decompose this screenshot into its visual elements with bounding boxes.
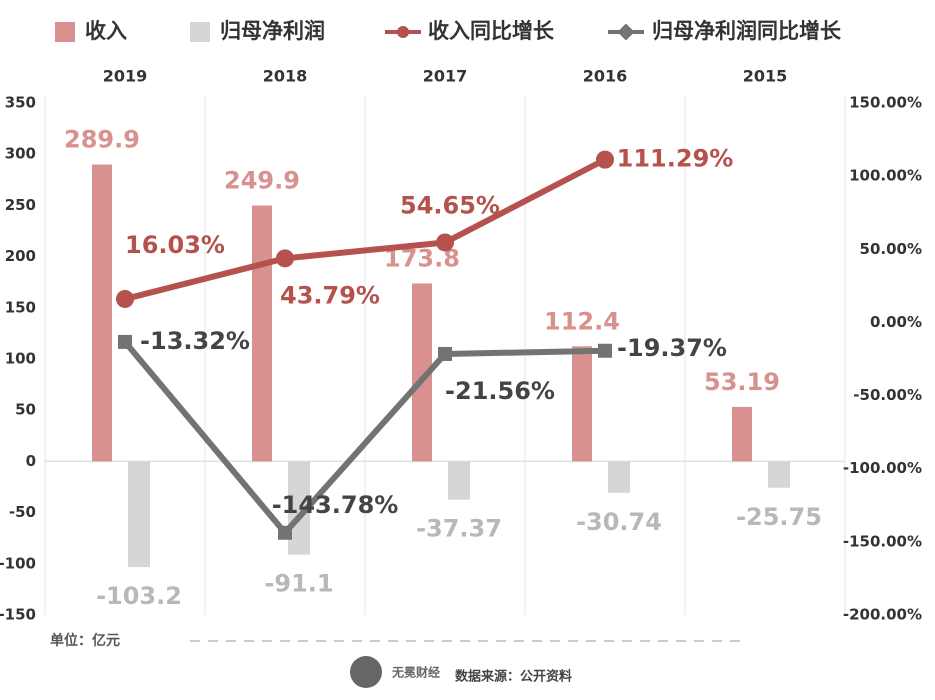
legend-label: 收入同比增长 [428, 19, 555, 43]
line-value-label: -143.78% [272, 491, 399, 519]
point [598, 343, 612, 358]
legend-swatch [55, 22, 75, 42]
line [122, 339, 606, 536]
x-tick-label: 2016 [583, 67, 628, 86]
y-tick-label: 350 [5, 94, 36, 112]
point [436, 233, 454, 252]
y-tick-label: 100 [5, 350, 36, 368]
line-value-label: -19.37% [617, 334, 727, 362]
line-value-label: 16.03% [125, 231, 225, 259]
point [118, 334, 132, 349]
bar-value-label: 249.9 [224, 167, 300, 195]
logo-text: 无冕财经 [391, 665, 440, 680]
bar [572, 346, 592, 462]
bar-value-label: -37.37 [416, 515, 502, 543]
x-tick-label: 2015 [743, 67, 788, 86]
bar-value-label: 53.19 [704, 368, 780, 396]
bar-value-label: 112.4 [544, 307, 620, 335]
bar [252, 205, 272, 462]
x-tick-label: 2019 [103, 67, 148, 86]
y2-tick-label: 150.00% [849, 94, 922, 112]
legend-label: 收入 [85, 19, 127, 43]
y-tick-label: 200 [5, 247, 36, 265]
legend-marker [617, 23, 635, 41]
line-value-label: -13.32% [140, 327, 250, 355]
bar [288, 461, 310, 555]
y-tick-label: 0 [26, 452, 36, 470]
bar [732, 406, 752, 462]
bar-value-label: -25.75 [736, 503, 822, 531]
y2-tick-label: -150.00% [843, 532, 922, 550]
y2-tick-label: -50.00% [853, 386, 922, 404]
y-tick-label: 50 [15, 401, 36, 419]
y2-tick-label: 50.00% [860, 240, 922, 258]
line-value-label: 54.65% [400, 191, 500, 219]
x-tick-label: 2018 [263, 67, 308, 86]
bar [412, 283, 432, 462]
y-tick-label: -50 [9, 503, 36, 521]
point [116, 289, 134, 308]
unit-note: 单位：亿元 [50, 632, 120, 649]
bar [92, 164, 112, 462]
logo-icon [350, 656, 382, 688]
bar-value-label: -91.1 [264, 570, 333, 598]
line-value-label: 111.29% [617, 145, 734, 173]
y-tick-label: 250 [5, 196, 36, 214]
point [276, 249, 294, 268]
bar [608, 461, 630, 493]
bar [448, 461, 470, 500]
y-tick-label: -100 [0, 554, 36, 572]
y-tick-label: 150 [5, 298, 36, 316]
source-note: 数据来源：公开资料 [455, 669, 572, 685]
line [124, 156, 607, 302]
y-tick-label: -150 [0, 606, 36, 624]
y-tick-label: 300 [5, 145, 36, 163]
y2-tick-label: 100.00% [849, 167, 922, 185]
plot-frame [44, 95, 846, 615]
bar-value-label: -103.2 [96, 582, 182, 610]
y2-tick-label: -200.00% [843, 606, 922, 624]
y2-tick-label: 0.00% [870, 313, 922, 331]
line-value-label: 43.79% [280, 281, 380, 309]
legend-swatch [190, 22, 210, 42]
x-tick-label: 2017 [423, 67, 468, 86]
bar-value-label: 289.9 [64, 126, 140, 154]
line-value-label: -21.56% [445, 377, 555, 405]
point [596, 150, 614, 169]
point [438, 346, 452, 361]
bar-value-label: -30.74 [576, 508, 662, 536]
legend-label: 归母净利润 [220, 19, 325, 43]
bar [128, 461, 150, 568]
bar [768, 461, 790, 488]
legend-marker [397, 26, 409, 38]
legend-label: 归母净利润同比增长 [652, 19, 842, 43]
y2-tick-label: -100.00% [843, 459, 922, 477]
point [278, 525, 292, 540]
